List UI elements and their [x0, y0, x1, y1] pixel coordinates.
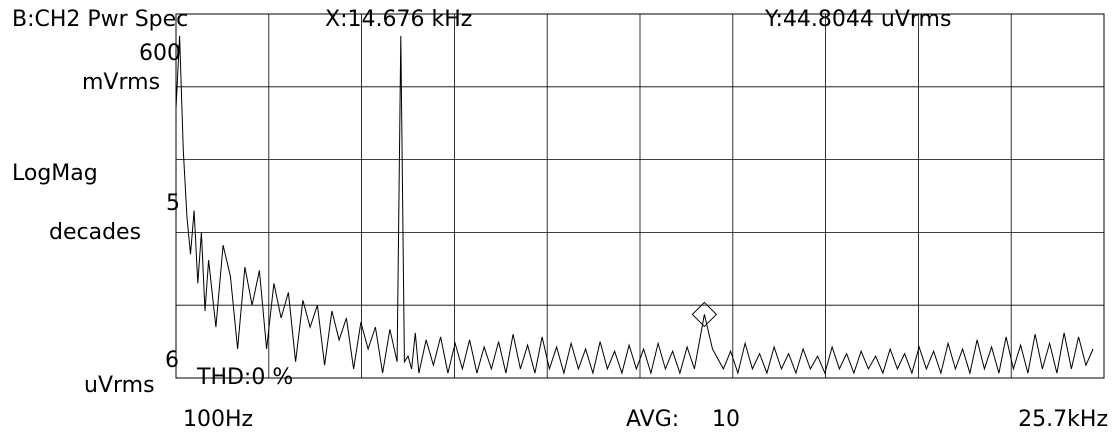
y-top-value: 600	[139, 41, 181, 66]
x-start-label: 100Hz	[183, 407, 253, 432]
spectrum-trace	[175, 35, 1094, 376]
x-readout: X:14.676 kHz	[325, 7, 472, 32]
y-mid-value: 5	[166, 191, 180, 216]
y-bottom-value: 6	[165, 348, 179, 373]
y-readout: Y:44.8044 uVrms	[764, 7, 951, 32]
avg-label: AVG:	[626, 407, 679, 432]
marker-group	[691, 301, 718, 328]
y-scale-label: LogMag	[12, 161, 98, 186]
x-stop-label: 25.7kHz	[1018, 407, 1108, 432]
y-bottom-unit: uVrms	[84, 373, 155, 398]
plot-grid	[176, 14, 1104, 378]
y-top-unit: mVrms	[82, 70, 160, 95]
y-mid-unit: decades	[49, 220, 141, 245]
avg-value: 10	[712, 407, 740, 432]
spectrum-trace-group	[175, 35, 1094, 376]
marker-diamond	[691, 301, 718, 328]
channel-title: B:CH2 Pwr Spec	[12, 7, 188, 32]
thd-readout: THD:0 %	[196, 365, 293, 390]
